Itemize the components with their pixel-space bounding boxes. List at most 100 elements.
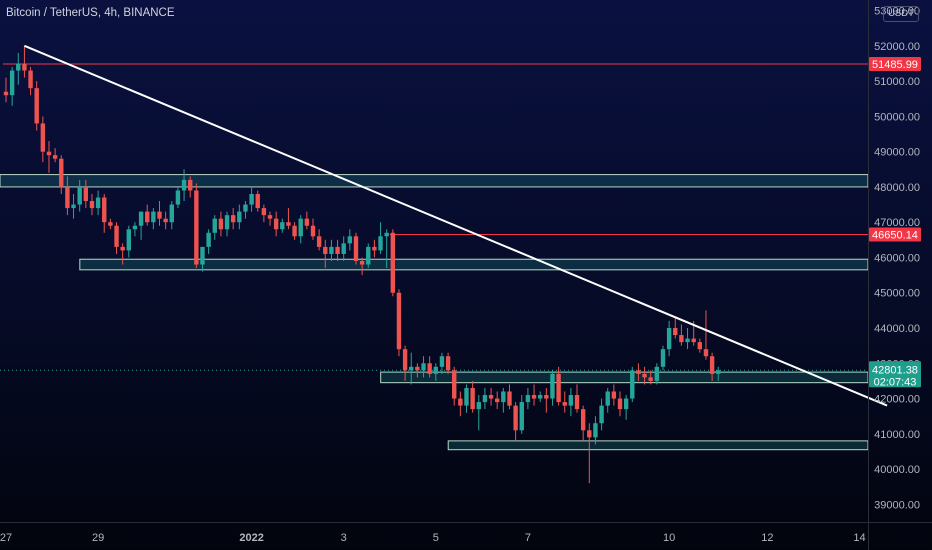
candle-down	[507, 384, 512, 410]
candle-down	[335, 239, 340, 261]
candle-body	[16, 63, 21, 71]
resistance-price-tag	[869, 227, 921, 242]
candle-up	[421, 356, 426, 378]
trend-line-layer	[24, 44, 888, 407]
price-tick-label: 51000.00	[874, 76, 920, 88]
candle-down	[22, 45, 27, 78]
candle-down	[396, 289, 402, 357]
candle-down	[46, 141, 52, 173]
candle-body	[108, 222, 113, 226]
candle-down	[611, 384, 617, 406]
candle-body	[218, 218, 224, 230]
candle-body	[384, 232, 389, 237]
candle-body	[574, 395, 580, 410]
candle-up	[409, 352, 414, 385]
candle-up	[501, 387, 506, 413]
candle-down	[415, 363, 420, 378]
candle-up	[175, 186, 181, 209]
candle-body	[482, 395, 488, 403]
candle-body	[145, 211, 150, 223]
time-axis[interactable]: 27 29 2022 3 5 7 10 12 14	[0, 522, 932, 545]
candle-down	[488, 387, 494, 406]
candle-body	[679, 335, 684, 343]
candle-body	[200, 246, 205, 265]
candle-up	[77, 179, 82, 212]
candle-down	[108, 218, 113, 230]
currency-unit-badge[interactable]: USDT	[883, 6, 919, 22]
candle-body	[286, 222, 291, 226]
candle-up	[476, 395, 481, 431]
support-zone	[447, 440, 869, 451]
candle-body	[660, 349, 666, 367]
candle-body	[83, 186, 89, 202]
candle-down	[636, 363, 641, 381]
candle-down	[648, 370, 653, 385]
candle-up	[200, 246, 205, 272]
candle-body	[77, 186, 82, 205]
candle-body	[495, 398, 500, 403]
bar-countdown-label: 02:07:43	[874, 376, 917, 388]
candle-body	[544, 395, 549, 399]
candle-body	[329, 246, 334, 254]
candle-up	[132, 222, 138, 237]
candle-body	[273, 218, 279, 230]
candle-down	[261, 204, 267, 223]
candle-down	[40, 116, 46, 163]
candle-up	[666, 320, 672, 357]
candle-body	[617, 398, 623, 410]
candle-body	[685, 338, 690, 343]
candle-body	[519, 402, 524, 431]
candle-body	[89, 201, 95, 209]
candle-up	[654, 363, 660, 385]
candle-body	[630, 370, 635, 399]
candle-body	[151, 211, 156, 223]
candle-up	[630, 366, 635, 403]
candle-down	[562, 391, 567, 413]
candle-down	[679, 324, 684, 346]
candle-body	[22, 63, 27, 71]
price-tick-label: 52000.00	[874, 41, 920, 53]
last-price-tag	[869, 361, 921, 388]
trend-line	[24, 44, 888, 407]
candle-body	[243, 204, 248, 212]
price-axis[interactable]: 39000.0040000.0041000.0042000.0043000.00…	[868, 0, 921, 550]
resistance-lines-layer	[0, 63, 868, 371]
candle-up	[224, 211, 230, 237]
candle-body	[194, 190, 199, 265]
candle-down	[286, 208, 291, 230]
candle-down	[544, 387, 549, 413]
candle-down	[402, 345, 408, 381]
candle-body	[623, 398, 629, 410]
candle-body	[120, 246, 125, 251]
resistance-price-tag	[869, 56, 921, 71]
candle-up	[151, 208, 156, 230]
candle-body	[458, 398, 463, 406]
candle-up	[716, 366, 721, 381]
candle-body	[654, 366, 660, 381]
time-tick-label: 27	[0, 532, 12, 544]
candle-down	[194, 183, 199, 269]
candle-down	[642, 366, 647, 385]
candle-down	[316, 229, 322, 251]
candle-body	[157, 211, 162, 219]
candle-body	[562, 402, 567, 406]
candle-up	[206, 229, 211, 254]
candle-body	[513, 405, 518, 431]
price-tick-label: 44000.00	[874, 323, 920, 335]
candle-body	[648, 377, 653, 381]
candle-body	[9, 70, 15, 96]
price-tick-label: 39000.00	[874, 499, 920, 511]
candle-up	[9, 67, 15, 106]
candle-body	[531, 395, 537, 399]
candle-down	[390, 229, 396, 297]
time-tick-label: 14	[853, 532, 865, 544]
candle-down	[703, 310, 709, 360]
candle-body	[666, 328, 672, 350]
resistance-price-label: 46650.14	[872, 230, 918, 242]
candle-up	[378, 222, 383, 254]
candle-down	[556, 366, 561, 406]
candle-down	[273, 211, 279, 237]
candle-body	[316, 236, 322, 247]
candle-body	[415, 366, 420, 371]
